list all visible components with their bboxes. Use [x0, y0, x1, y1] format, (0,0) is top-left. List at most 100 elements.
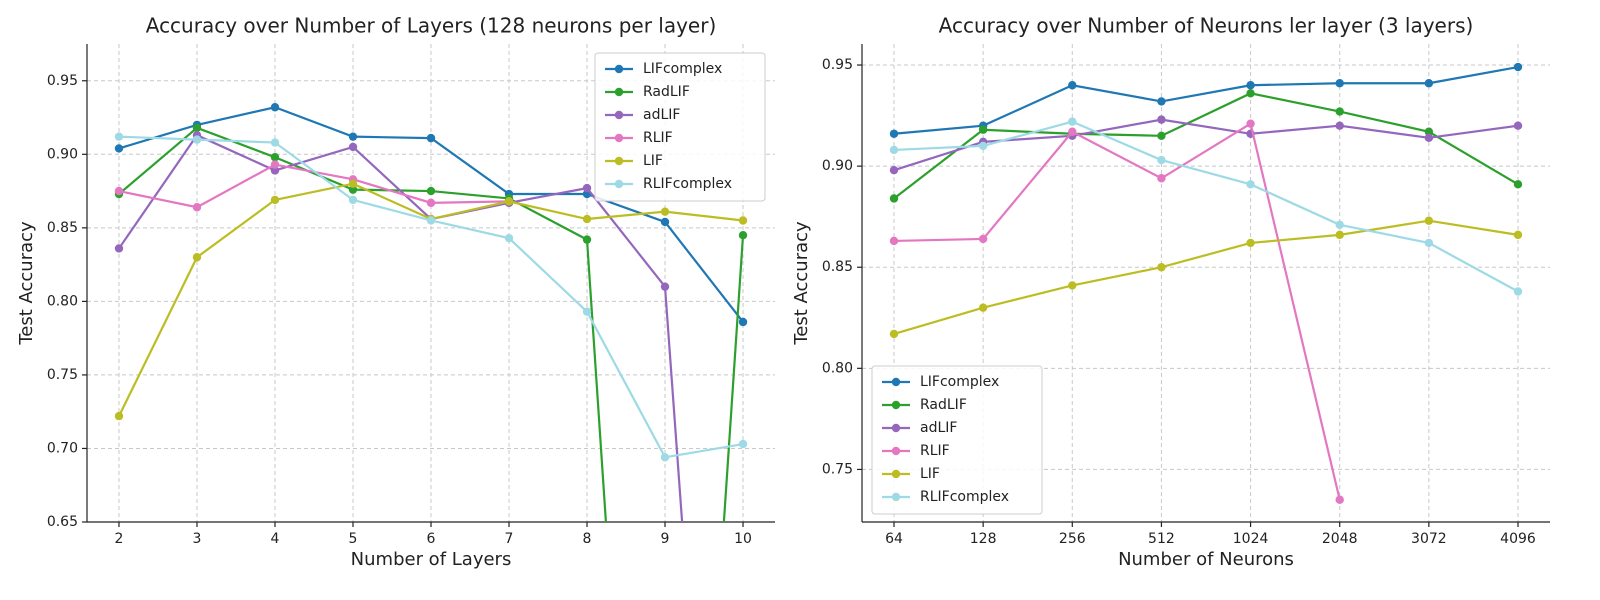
point [660, 207, 670, 216]
y-tick-label: 0.70 [47, 440, 78, 456]
x-tick-label: 2048 [1322, 531, 1358, 547]
x-axis-label: Number of Layers [351, 549, 512, 570]
point [270, 103, 280, 112]
point [114, 411, 124, 421]
point [738, 317, 748, 327]
point [1157, 263, 1166, 272]
point [978, 125, 988, 134]
point [1068, 281, 1077, 290]
legend-marker [614, 87, 624, 97]
point [348, 142, 358, 152]
point [978, 234, 988, 244]
y-axis-label: Test Accuracy [16, 221, 37, 346]
x-tick-label: 9 [661, 531, 670, 547]
legend-label: RLIF [643, 130, 673, 146]
plot-area [114, 103, 748, 522]
legend-label: LIFcomplex [643, 61, 722, 77]
point [1424, 216, 1434, 225]
x-tick-label: 10 [734, 531, 752, 547]
legend-label: LIFcomplex [920, 374, 999, 390]
point [426, 216, 436, 225]
point [738, 439, 748, 449]
point [114, 244, 124, 253]
point [738, 231, 748, 240]
x-tick-label: 512 [1148, 531, 1175, 547]
y-axis-label: Test Accuracy [791, 221, 812, 346]
point [1335, 79, 1344, 88]
legend-box [594, 52, 766, 202]
point [1068, 81, 1077, 90]
point [1335, 220, 1344, 229]
point [426, 198, 436, 208]
point [1513, 230, 1523, 240]
point [192, 123, 202, 133]
legend-label: RLIF [920, 443, 950, 459]
y-tick-label: 0.90 [47, 146, 78, 162]
point [1424, 79, 1434, 88]
point [504, 233, 514, 243]
point [889, 236, 899, 246]
chart: 64 128 256 512 1024 2048 3072 4096 0.75 0.80 0.85 0… [791, 14, 1550, 570]
point [426, 133, 436, 143]
x-tick-label: 3072 [1411, 531, 1447, 547]
point [504, 197, 514, 206]
point [1157, 155, 1166, 165]
legend-label: RadLIF [920, 397, 967, 413]
point [1513, 62, 1523, 72]
point [348, 195, 358, 205]
legend-marker [614, 110, 624, 120]
point [270, 153, 280, 162]
point [1335, 230, 1344, 240]
x-axis-label: Number of Neurons [1118, 549, 1294, 570]
legend-label: RLIFcomplex [643, 176, 732, 192]
point [1424, 133, 1434, 143]
point [1246, 81, 1255, 90]
point [270, 195, 280, 205]
point [1513, 287, 1523, 296]
point [270, 166, 280, 175]
point [1513, 121, 1523, 130]
point [192, 203, 202, 212]
point [582, 183, 592, 193]
y-tick-label: 0.95 [822, 57, 853, 73]
point [889, 165, 899, 175]
point [192, 135, 202, 144]
point [1157, 97, 1166, 106]
point [348, 179, 358, 188]
legend-marker [891, 446, 901, 456]
y-tick-label: 0.65 [47, 514, 78, 530]
point [1335, 121, 1344, 130]
legend: LIFcomplex RadLIF adLIF RLIF LIF RLIFcomplex [594, 52, 766, 202]
legend-label: RadLIF [643, 84, 690, 100]
x-tick-label: 3 [193, 531, 202, 547]
x-tick-label: 7 [505, 531, 514, 547]
y-tick-label: 0.80 [47, 293, 78, 309]
point [1335, 495, 1344, 504]
point [1068, 127, 1077, 136]
chart-title: Accuracy over Number of Neurons ler laye… [939, 14, 1474, 38]
point [1246, 89, 1255, 98]
point [1246, 119, 1255, 128]
chart-title: Accuracy over Number of Layers (128 neur… [146, 14, 717, 38]
y-tick-label: 0.80 [822, 360, 853, 376]
legend-marker [891, 377, 901, 387]
point [1424, 238, 1434, 248]
chart: 2 3 4 5 6 7 8 9 10 0.65 0.70 0.75 0.80 0.85 0.90 0.95 Ac… [16, 14, 775, 570]
point [978, 141, 988, 151]
point [114, 144, 124, 153]
point [978, 303, 988, 312]
point [348, 185, 358, 194]
point [889, 329, 899, 339]
point [889, 194, 899, 203]
point [1424, 127, 1434, 136]
legend-box [871, 365, 1043, 515]
point [114, 132, 124, 141]
point [660, 217, 670, 227]
x-tick-label: 2 [115, 531, 124, 547]
legend-marker [614, 64, 624, 74]
series-line [893, 121, 1341, 501]
point [660, 282, 670, 291]
point [1513, 180, 1523, 189]
point [270, 160, 280, 169]
